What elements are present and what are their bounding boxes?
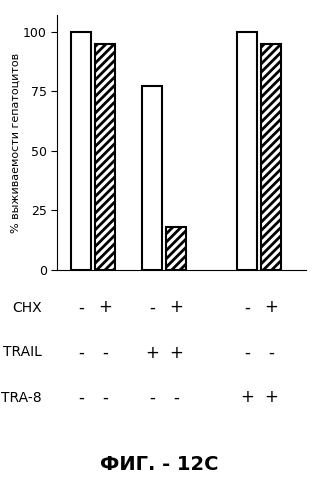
Text: -: -: [78, 344, 84, 361]
Bar: [95, 44, 115, 270]
Text: -: -: [173, 388, 179, 406]
Text: -: -: [244, 298, 250, 316]
Text: +: +: [264, 388, 278, 406]
Text: TRA-8: TRA-8: [1, 390, 41, 404]
Text: -: -: [78, 388, 84, 406]
Bar: [166, 227, 186, 270]
Text: -: -: [149, 388, 155, 406]
Y-axis label: % выживаемости гепатоцитов: % выживаемости гепатоцитов: [10, 52, 20, 233]
Text: -: -: [244, 344, 250, 361]
Bar: [142, 86, 162, 270]
Text: +: +: [169, 298, 183, 316]
Text: -: -: [149, 298, 155, 316]
Text: -: -: [102, 388, 108, 406]
Text: -: -: [102, 344, 108, 361]
Text: +: +: [169, 344, 183, 361]
Text: CHX: CHX: [12, 300, 41, 314]
Text: +: +: [264, 298, 278, 316]
Text: +: +: [98, 298, 112, 316]
Text: TRAIL: TRAIL: [3, 346, 41, 360]
Text: +: +: [145, 344, 159, 361]
Text: -: -: [78, 298, 84, 316]
Text: ФИГ. - 12C: ФИГ. - 12C: [100, 456, 219, 474]
Bar: [71, 32, 91, 270]
Text: +: +: [240, 388, 254, 406]
Bar: [261, 44, 281, 270]
Text: -: -: [268, 344, 274, 361]
Bar: [237, 32, 257, 270]
